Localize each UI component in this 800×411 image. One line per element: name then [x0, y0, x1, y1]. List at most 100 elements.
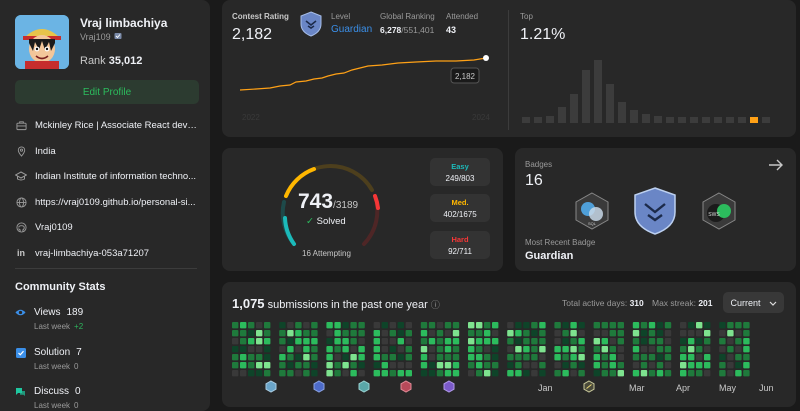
calendar-day-cell[interactable] — [640, 330, 648, 337]
calendar-day-cell[interactable] — [295, 330, 302, 337]
calendar-day-cell[interactable] — [704, 370, 711, 377]
calendar-day-cell[interactable] — [704, 346, 711, 353]
calendar-day-cell[interactable] — [444, 346, 452, 353]
calendar-day-cell[interactable] — [492, 370, 499, 377]
calendar-day-cell[interactable] — [295, 346, 302, 353]
calendar-day-cell[interactable] — [507, 346, 514, 353]
calendar-day-cell[interactable] — [476, 370, 483, 377]
calendar-day-cell[interactable] — [452, 370, 460, 377]
calendar-day-cell[interactable] — [492, 338, 499, 345]
calendar-day-cell[interactable] — [476, 346, 483, 353]
calendar-day-cell[interactable] — [601, 354, 608, 361]
calendar-day-cell[interactable] — [428, 370, 436, 377]
calendar-day-cell[interactable] — [719, 362, 726, 369]
calendar-day-cell[interactable] — [664, 346, 672, 353]
calendar-day-cell[interactable] — [381, 322, 388, 329]
calendar-day-cell[interactable] — [507, 322, 514, 329]
calendar-day-cell[interactable] — [264, 362, 271, 369]
calendar-day-cell[interactable] — [531, 370, 538, 377]
calendar-day-cell[interactable] — [507, 370, 514, 377]
calendar-day-cell[interactable] — [303, 370, 310, 377]
calendar-day-cell[interactable] — [256, 362, 263, 369]
calendar-day-cell[interactable] — [452, 354, 460, 361]
monthly-badge-icon[interactable] — [443, 380, 455, 398]
calendar-day-cell[interactable] — [248, 362, 255, 369]
calendar-day-cell[interactable] — [554, 330, 561, 337]
calendar-day-cell[interactable] — [523, 330, 530, 337]
calendar-day-cell[interactable] — [256, 346, 263, 353]
calendar-day-cell[interactable] — [389, 354, 396, 361]
calendar-day-cell[interactable] — [696, 322, 703, 329]
solved-progress-ring[interactable] — [272, 160, 388, 266]
calendar-day-cell[interactable] — [578, 330, 585, 337]
calendar-day-cell[interactable] — [264, 322, 271, 329]
calendar-day-cell[interactable] — [240, 338, 247, 345]
calendar-day-cell[interactable] — [735, 330, 742, 337]
calendar-day-cell[interactable] — [373, 370, 380, 377]
calendar-day-cell[interactable] — [656, 362, 664, 369]
calendar-day-cell[interactable] — [405, 346, 412, 353]
calendar-day-cell[interactable] — [468, 370, 475, 377]
calendar-day-cell[interactable] — [601, 346, 608, 353]
calendar-day-cell[interactable] — [389, 330, 396, 337]
calendar-day-cell[interactable] — [334, 354, 341, 361]
calendar-day-cell[interactable] — [656, 354, 664, 361]
calendar-day-cell[interactable] — [539, 338, 546, 345]
calendar-day-cell[interactable] — [444, 354, 452, 361]
calendar-day-cell[interactable] — [570, 338, 577, 345]
calendar-day-cell[interactable] — [743, 322, 750, 329]
calendar-day-cell[interactable] — [617, 338, 624, 345]
calendar-day-cell[interactable] — [342, 354, 349, 361]
calendar-day-cell[interactable] — [735, 370, 742, 377]
calendar-day-cell[interactable] — [680, 346, 687, 353]
calendar-day-cell[interactable] — [688, 362, 695, 369]
calendar-day-cell[interactable] — [232, 338, 239, 345]
calendar-day-cell[interactable] — [279, 362, 286, 369]
calendar-day-cell[interactable] — [342, 322, 349, 329]
calendar-day-cell[interactable] — [420, 346, 428, 353]
easy-stat[interactable]: Easy 249/803 — [430, 158, 490, 186]
calendar-day-cell[interactable] — [554, 354, 561, 361]
calendar-day-cell[interactable] — [492, 330, 499, 337]
calendar-day-cell[interactable] — [428, 338, 436, 345]
calendar-day-cell[interactable] — [373, 354, 380, 361]
calendar-day-cell[interactable] — [562, 354, 569, 361]
calendar-day-cell[interactable] — [562, 362, 569, 369]
calendar-day-cell[interactable] — [287, 322, 294, 329]
calendar-day-cell[interactable] — [531, 330, 538, 337]
calendar-day-cell[interactable] — [468, 322, 475, 329]
monthly-badge-icon[interactable] — [313, 380, 325, 398]
calendar-day-cell[interactable] — [515, 354, 522, 361]
calendar-day-cell[interactable] — [405, 362, 412, 369]
calendar-day-cell[interactable] — [523, 338, 530, 345]
calendar-day-cell[interactable] — [452, 362, 460, 369]
calendar-day-cell[interactable] — [617, 362, 624, 369]
calendar-day-cell[interactable] — [507, 338, 514, 345]
calendar-day-cell[interactable] — [531, 362, 538, 369]
calendar-day-cell[interactable] — [436, 370, 444, 377]
calendar-day-cell[interactable] — [256, 354, 263, 361]
calendar-day-cell[interactable] — [640, 370, 648, 377]
calendar-day-cell[interactable] — [444, 370, 452, 377]
calendar-day-cell[interactable] — [609, 330, 616, 337]
calendar-day-cell[interactable] — [350, 370, 357, 377]
calendar-day-cell[interactable] — [578, 362, 585, 369]
calendar-day-cell[interactable] — [523, 346, 530, 353]
calendar-day-cell[interactable] — [358, 322, 365, 329]
calendar-day-cell[interactable] — [696, 346, 703, 353]
calendar-day-cell[interactable] — [609, 370, 616, 377]
calendar-day-cell[interactable] — [248, 338, 255, 345]
calendar-day-cell[interactable] — [696, 370, 703, 377]
calendar-day-cell[interactable] — [719, 370, 726, 377]
calendar-day-cell[interactable] — [664, 322, 672, 329]
calendar-day-cell[interactable] — [688, 322, 695, 329]
info-text[interactable]: vraj-limbachiya-053a71207 — [35, 247, 150, 259]
calendar-day-cell[interactable] — [680, 330, 687, 337]
calendar-day-cell[interactable] — [444, 362, 452, 369]
calendar-day-cell[interactable] — [342, 362, 349, 369]
calendar-day-cell[interactable] — [405, 354, 412, 361]
calendar-day-cell[interactable] — [492, 346, 499, 353]
calendar-day-cell[interactable] — [507, 354, 514, 361]
calendar-day-cell[interactable] — [381, 362, 388, 369]
calendar-day-cell[interactable] — [578, 370, 585, 377]
